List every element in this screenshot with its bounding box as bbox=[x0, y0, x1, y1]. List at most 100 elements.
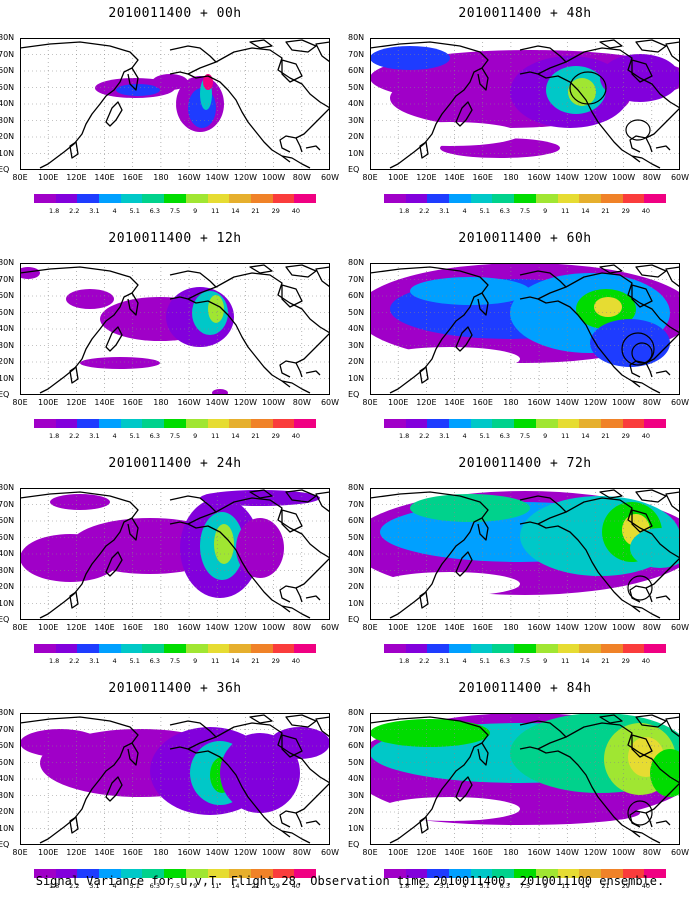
longitude-label: 160W bbox=[527, 623, 551, 632]
longitude-label: 80W bbox=[292, 398, 311, 407]
coastline bbox=[599, 489, 623, 499]
latitude-label: 20N bbox=[348, 357, 365, 366]
colorbar-label: 11 bbox=[561, 882, 570, 890]
colorbar-label: 5.1 bbox=[129, 432, 140, 440]
longitude-label: 140E bbox=[94, 398, 115, 407]
latitude-label: 60N bbox=[0, 291, 15, 300]
colorbar-label: 14 bbox=[581, 657, 590, 665]
colorbar-swatch bbox=[622, 419, 645, 428]
variance-map bbox=[370, 38, 680, 170]
latitude-label: 70N bbox=[348, 499, 365, 509]
coastline bbox=[285, 714, 317, 728]
variance-contour bbox=[116, 84, 160, 96]
longitude-label: 120W bbox=[233, 623, 258, 632]
latitude-label: 20N bbox=[348, 807, 365, 816]
coastline bbox=[20, 41, 139, 169]
longitude-label: 80W bbox=[292, 173, 311, 182]
colorbar-label: 21 bbox=[601, 207, 610, 215]
coastlines bbox=[20, 264, 330, 394]
latitude-label: EQ bbox=[0, 615, 10, 624]
colorbar-swatch bbox=[142, 869, 165, 878]
longitude-label: 120E bbox=[416, 623, 437, 632]
longitude-label: 140E bbox=[94, 623, 115, 632]
colorbar-swatch bbox=[405, 644, 428, 653]
longitude-label: 100E bbox=[388, 398, 409, 407]
colorbar-label: 6.3 bbox=[149, 207, 161, 215]
latitude-label: 60N bbox=[348, 291, 365, 300]
colorbar-label: 2.2 bbox=[419, 207, 430, 215]
colorbar-label: 9 bbox=[543, 207, 548, 215]
colorbar-swatch bbox=[99, 194, 121, 203]
longitude-label: 60W bbox=[320, 173, 340, 182]
coastline bbox=[105, 101, 123, 127]
longitude-label: 160W bbox=[177, 623, 201, 632]
map-panel: 2010011400 + 48h 80N 70N 60N 50N 40N 30N 20N 10N… bbox=[348, 0, 700, 222]
latitude-label: 40N bbox=[348, 324, 365, 333]
colorbar-label: 7.5 bbox=[169, 432, 181, 440]
coastlines bbox=[370, 489, 680, 619]
latitude-label: 10N bbox=[348, 373, 365, 383]
coastline bbox=[519, 720, 641, 838]
colorbar-label: 6.3 bbox=[499, 657, 511, 665]
coastline bbox=[315, 41, 330, 63]
coastline bbox=[665, 41, 680, 63]
colorbar-swatch bbox=[600, 194, 623, 203]
colorbar-label: 2.2 bbox=[69, 882, 80, 890]
latitude-label: 50N bbox=[348, 532, 365, 542]
colorbar-swatch bbox=[207, 194, 230, 203]
coastline bbox=[285, 39, 317, 53]
colorbar-swatch bbox=[77, 194, 100, 203]
coastline bbox=[285, 264, 317, 278]
colorbar-swatch bbox=[272, 644, 295, 653]
longitude-label: 120W bbox=[233, 848, 258, 857]
colorbar-swatch bbox=[34, 869, 56, 878]
colorbar-label: 14 bbox=[231, 657, 240, 665]
colorbar-label: 29 bbox=[271, 207, 280, 215]
coastline bbox=[631, 734, 653, 758]
colorbar bbox=[34, 194, 316, 203]
coastline bbox=[169, 495, 291, 613]
colorbar-swatch bbox=[514, 869, 536, 878]
colorbar-label: 11 bbox=[211, 432, 220, 440]
longitude-label: 140W bbox=[555, 848, 579, 857]
latitude-label: 80N bbox=[0, 33, 15, 42]
low-variance-region bbox=[380, 797, 520, 821]
signal-variance-shading bbox=[370, 46, 680, 158]
latitude-label: 30N bbox=[0, 115, 15, 125]
longitude-label: 180 bbox=[503, 398, 519, 407]
coastline bbox=[315, 266, 330, 288]
colorbar bbox=[384, 419, 666, 428]
variance-contour bbox=[590, 319, 670, 367]
coastline bbox=[631, 380, 661, 394]
variance-contour bbox=[20, 267, 40, 279]
colorbar-label: 11 bbox=[561, 657, 570, 665]
colorbar-swatch bbox=[557, 869, 580, 878]
colorbar-label: 5.1 bbox=[479, 657, 490, 665]
coastline bbox=[169, 296, 189, 300]
colorbar-label: 40 bbox=[291, 432, 300, 440]
longitude-label: 80E bbox=[12, 173, 28, 182]
variance-map bbox=[20, 713, 330, 845]
coastline bbox=[169, 746, 189, 750]
coastline bbox=[645, 587, 653, 603]
longitude-label: 120E bbox=[416, 173, 437, 182]
coastline bbox=[249, 264, 273, 274]
coastline bbox=[370, 716, 489, 844]
coastline bbox=[599, 264, 623, 274]
coastline bbox=[370, 491, 489, 619]
colorbar-swatch bbox=[142, 644, 165, 653]
target-circle bbox=[621, 332, 655, 366]
longitude-label: 100E bbox=[388, 173, 409, 182]
coastline bbox=[519, 270, 641, 388]
target-circle bbox=[625, 119, 651, 141]
longitude-label: 140W bbox=[555, 398, 579, 407]
coastline bbox=[565, 47, 680, 109]
colorbar-label: 40 bbox=[291, 882, 300, 890]
colorbar-swatch bbox=[579, 644, 601, 653]
coastline bbox=[215, 47, 330, 109]
colorbar-label: 7.5 bbox=[169, 207, 181, 215]
colorbar-swatch bbox=[272, 869, 295, 878]
latitude-label: 30N bbox=[0, 340, 15, 350]
coastline bbox=[127, 742, 139, 766]
colorbar-label: 2.2 bbox=[419, 432, 430, 440]
